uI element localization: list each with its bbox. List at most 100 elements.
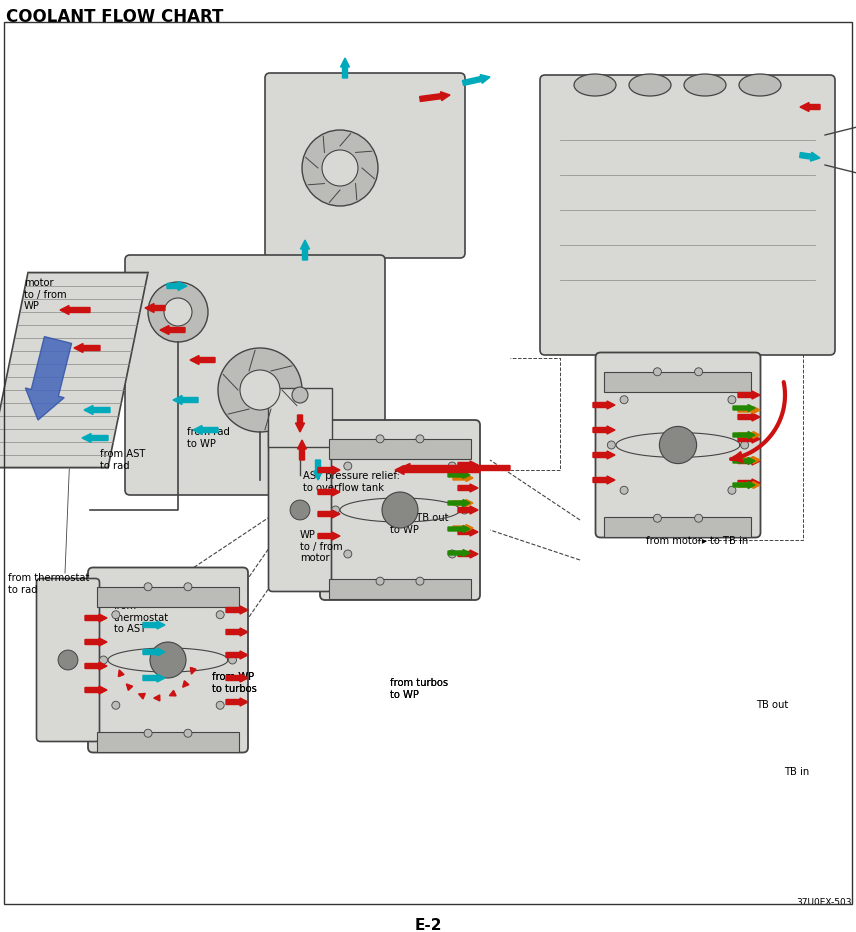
Circle shape xyxy=(344,550,352,558)
Circle shape xyxy=(728,487,736,494)
FancyArrow shape xyxy=(82,433,108,443)
FancyArrow shape xyxy=(190,355,215,364)
Circle shape xyxy=(218,348,302,432)
FancyArrow shape xyxy=(190,667,196,674)
FancyArrow shape xyxy=(26,336,72,420)
FancyArrow shape xyxy=(448,526,470,532)
FancyArrow shape xyxy=(738,457,760,465)
Text: from AST
to rad: from AST to rad xyxy=(100,449,146,471)
FancyArrow shape xyxy=(458,461,478,469)
Circle shape xyxy=(416,435,424,443)
FancyArrow shape xyxy=(300,240,310,260)
FancyArrow shape xyxy=(226,628,248,636)
FancyArrow shape xyxy=(118,670,124,677)
FancyArrow shape xyxy=(448,550,470,556)
Text: from turbos
to WP: from turbos to WP xyxy=(390,678,449,700)
Circle shape xyxy=(144,582,152,591)
Circle shape xyxy=(620,396,628,404)
Circle shape xyxy=(449,462,456,470)
FancyArrow shape xyxy=(226,674,248,682)
FancyArrow shape xyxy=(800,152,820,161)
Text: from motor▸ to TB in: from motor▸ to TB in xyxy=(646,536,748,546)
FancyArrow shape xyxy=(733,482,755,488)
FancyArrow shape xyxy=(738,479,760,487)
FancyArrow shape xyxy=(145,304,165,312)
FancyArrow shape xyxy=(182,680,189,687)
FancyArrow shape xyxy=(154,695,160,701)
Ellipse shape xyxy=(574,74,616,96)
FancyArrow shape xyxy=(419,91,450,102)
FancyArrow shape xyxy=(458,506,478,514)
FancyArrow shape xyxy=(318,488,340,496)
Circle shape xyxy=(376,577,384,585)
Circle shape xyxy=(382,492,418,528)
Ellipse shape xyxy=(684,74,726,96)
FancyArrow shape xyxy=(139,693,146,699)
Circle shape xyxy=(344,462,352,470)
FancyBboxPatch shape xyxy=(125,255,385,495)
Circle shape xyxy=(449,550,456,558)
Circle shape xyxy=(740,441,749,449)
FancyArrow shape xyxy=(85,686,107,694)
FancyArrow shape xyxy=(448,472,470,478)
FancyArrow shape xyxy=(593,426,615,434)
FancyArrow shape xyxy=(143,674,165,682)
FancyArrow shape xyxy=(593,401,615,409)
Circle shape xyxy=(217,701,224,709)
FancyArrow shape xyxy=(295,415,305,432)
Text: AST pressure relief:
to overflow tank: AST pressure relief: to overflow tank xyxy=(303,471,400,493)
FancyArrow shape xyxy=(60,306,90,314)
FancyBboxPatch shape xyxy=(268,388,332,447)
FancyArrow shape xyxy=(318,466,340,474)
Circle shape xyxy=(112,701,120,709)
FancyArrow shape xyxy=(318,532,340,540)
FancyArrow shape xyxy=(458,550,478,558)
FancyArrow shape xyxy=(731,452,743,462)
Circle shape xyxy=(620,487,628,494)
FancyArrow shape xyxy=(738,435,760,443)
FancyArrow shape xyxy=(738,432,760,438)
FancyBboxPatch shape xyxy=(269,429,331,592)
FancyBboxPatch shape xyxy=(329,439,471,459)
Circle shape xyxy=(58,651,78,670)
FancyArrow shape xyxy=(733,458,755,464)
FancyArrow shape xyxy=(448,500,470,506)
Circle shape xyxy=(184,582,192,591)
FancyArrow shape xyxy=(143,621,165,629)
FancyArrow shape xyxy=(738,406,760,414)
Text: motor
to / from
WP: motor to / from WP xyxy=(24,278,67,311)
Text: from
thermostat
to AST: from thermostat to AST xyxy=(114,601,169,634)
Circle shape xyxy=(694,514,703,522)
FancyArrow shape xyxy=(85,662,107,670)
FancyArrow shape xyxy=(193,426,218,434)
FancyArrow shape xyxy=(738,391,760,399)
FancyBboxPatch shape xyxy=(604,372,752,391)
FancyBboxPatch shape xyxy=(320,420,480,600)
FancyArrow shape xyxy=(800,103,820,112)
Circle shape xyxy=(112,610,120,619)
FancyArrow shape xyxy=(173,395,198,404)
Circle shape xyxy=(322,150,358,186)
Circle shape xyxy=(653,514,662,522)
Circle shape xyxy=(164,298,192,326)
Text: from TB out
to WP: from TB out to WP xyxy=(390,513,449,535)
FancyArrow shape xyxy=(593,451,615,459)
Circle shape xyxy=(728,396,736,404)
FancyArrow shape xyxy=(458,528,478,536)
FancyArrow shape xyxy=(453,474,473,482)
FancyArrow shape xyxy=(226,698,248,706)
Text: TB out: TB out xyxy=(756,700,788,710)
FancyArrow shape xyxy=(84,405,110,415)
Circle shape xyxy=(240,370,280,410)
Circle shape xyxy=(217,610,224,619)
Polygon shape xyxy=(0,272,148,468)
Text: 37U0EX-503: 37U0EX-503 xyxy=(796,898,852,907)
Text: from WP
to turbos: from WP to turbos xyxy=(212,672,257,693)
Circle shape xyxy=(302,130,378,206)
Circle shape xyxy=(229,656,236,664)
FancyArrow shape xyxy=(593,476,615,484)
FancyBboxPatch shape xyxy=(88,568,248,752)
FancyArrow shape xyxy=(85,614,107,622)
Text: E-2: E-2 xyxy=(414,918,442,932)
Text: from WP
to turbos: from WP to turbos xyxy=(212,672,257,693)
